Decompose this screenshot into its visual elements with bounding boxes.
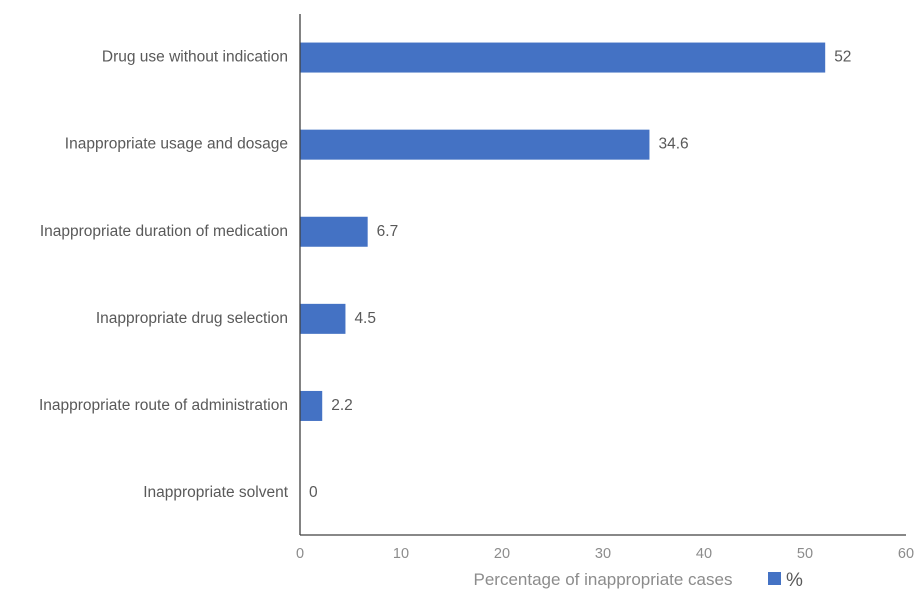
bar: [300, 390, 323, 421]
legend-swatch: [768, 572, 781, 585]
data-label: 4.5: [354, 310, 376, 327]
data-labels: 52 34.6 6.7 4.5 2.2 0: [309, 49, 851, 501]
x-tick-label: 20: [494, 546, 510, 562]
category-label: Drug use without indication: [102, 49, 288, 66]
data-label: 6.7: [377, 223, 399, 240]
bar: [300, 303, 346, 334]
category-label: Inappropriate drug selection: [96, 310, 288, 327]
x-tick-label: 50: [797, 546, 813, 562]
x-tick-label: 10: [393, 546, 409, 562]
category-label: Inappropriate route of administration: [39, 397, 288, 414]
category-label: Inappropriate duration of medication: [40, 223, 288, 240]
x-axis-title: Percentage of inappropriate cases: [474, 570, 733, 589]
bars-layer: [300, 42, 826, 421]
bar: [300, 129, 650, 160]
category-label: Inappropriate usage and dosage: [65, 136, 288, 153]
data-label: 34.6: [658, 136, 688, 153]
bar: [300, 42, 826, 73]
bar: [300, 216, 368, 247]
legend-label: %: [786, 570, 803, 590]
x-tick-label: 40: [696, 546, 712, 562]
x-tick-label: 30: [595, 546, 611, 562]
category-label: Inappropriate solvent: [143, 484, 288, 501]
axes: [299, 14, 906, 536]
category-labels: Drug use without indication Inappropriate…: [39, 49, 289, 501]
data-label: 52: [834, 49, 851, 66]
x-tick-labels: 0 10 20 30 40 50 60: [296, 546, 914, 562]
x-tick-label: 60: [898, 546, 914, 562]
legend: %: [768, 570, 803, 590]
data-label: 0: [309, 484, 318, 501]
data-label: 2.2: [331, 397, 353, 414]
x-tick-label: 0: [296, 546, 304, 562]
